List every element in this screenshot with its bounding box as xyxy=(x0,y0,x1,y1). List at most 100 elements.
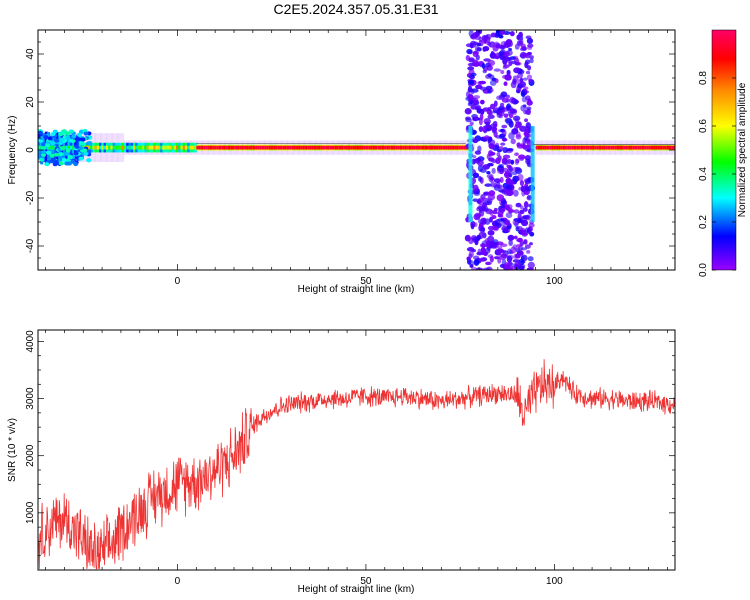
heatmap-cell xyxy=(474,35,481,41)
heatmap-cell xyxy=(480,247,486,254)
heatmap-cell xyxy=(519,179,525,187)
heatmap-cell xyxy=(354,145,358,150)
heatmap-cell xyxy=(523,86,529,90)
heatmap-cell xyxy=(368,145,372,150)
heatmap-cell xyxy=(327,145,331,150)
heatmap-cell xyxy=(487,162,494,167)
heatmap-cell xyxy=(544,145,548,150)
heatmap-cell xyxy=(495,30,501,37)
heatmap-cell xyxy=(521,52,529,57)
colorbar-ticks: 0.0 0.2 0.4 0.6 0.8 xyxy=(698,71,736,277)
heatmap-cell xyxy=(513,235,518,240)
heatmap-cell xyxy=(130,145,134,150)
heatmap-cell xyxy=(489,143,496,150)
heatmap-cell xyxy=(449,145,453,150)
heatmap-cell xyxy=(483,58,491,62)
heatmap-cell xyxy=(252,145,256,150)
heatmap-cell xyxy=(580,145,584,150)
heatmap-cell xyxy=(510,81,517,89)
heatmap-cell xyxy=(325,145,329,150)
heatmap-cell xyxy=(221,145,225,150)
heatmap-cell xyxy=(477,81,483,86)
heatmap-cell xyxy=(198,145,202,150)
heatmap-cell xyxy=(404,145,408,150)
heatmap-cell xyxy=(513,99,519,105)
heatmap-cell xyxy=(216,145,220,150)
heatmap-cell xyxy=(488,190,496,197)
heatmap-cell xyxy=(422,145,426,150)
heatmap-cell xyxy=(500,142,506,146)
heatmap-cell xyxy=(466,48,473,55)
heatmap-cell xyxy=(496,152,501,157)
heatmap-cell xyxy=(207,145,211,150)
colorbar-tick-label: 0.8 xyxy=(698,71,709,85)
heatmap-cell xyxy=(486,125,491,129)
heatmap-cell xyxy=(521,189,526,197)
heatmap-cell xyxy=(511,128,519,135)
heatmap-cell xyxy=(101,145,105,150)
heatmap-cell xyxy=(352,145,356,150)
heatmap-cell xyxy=(475,30,481,37)
heatmap-cell xyxy=(132,145,136,150)
heatmap-cell xyxy=(469,121,474,126)
heatmap-cell xyxy=(508,61,513,67)
heatmap-cell xyxy=(673,145,675,150)
heatmap-cell xyxy=(482,125,487,133)
heatmap-cell xyxy=(476,42,482,47)
heatmap-cell xyxy=(332,145,335,150)
heatmap-cell xyxy=(526,51,533,56)
heatmap-cell xyxy=(473,158,481,164)
heatmap-cell xyxy=(513,209,520,214)
colorbar-gradient xyxy=(712,30,736,270)
heatmap-cell xyxy=(289,145,293,150)
heatmap-cell xyxy=(567,145,571,150)
heatmap-cell xyxy=(535,145,539,150)
heatmap-cell xyxy=(498,109,505,117)
heatmap-cell xyxy=(512,115,521,121)
heatmap-cell xyxy=(164,145,168,150)
heatmap-cell xyxy=(486,109,493,115)
heatmap-cell xyxy=(76,132,82,137)
heatmap-cell xyxy=(486,200,492,206)
spectrogram-xlabel: Height of straight line (km) xyxy=(298,284,415,295)
heatmap-cell xyxy=(302,145,306,150)
heatmap-cell xyxy=(509,31,515,37)
heatmap-cell xyxy=(501,124,508,129)
heatmap-cell xyxy=(527,256,534,262)
heatmap-cell xyxy=(395,145,399,150)
heatmap-cell xyxy=(468,58,475,63)
heatmap-cell xyxy=(78,146,84,151)
heatmap-cell xyxy=(212,145,216,150)
heatmap-cell xyxy=(632,145,636,150)
heatmap-cell xyxy=(76,137,82,142)
heatmap-cell xyxy=(334,145,338,150)
heatmap-cell xyxy=(504,74,512,81)
heatmap-cell xyxy=(71,134,77,139)
heatmap-cell xyxy=(508,132,515,140)
heatmap-cell xyxy=(578,145,582,150)
heatmap-cell xyxy=(508,165,513,172)
heatmap-cell xyxy=(504,204,510,211)
heatmap-cell xyxy=(487,106,492,112)
heatmap-cell xyxy=(540,145,544,150)
heatmap-cell xyxy=(508,47,512,51)
heatmap-cell xyxy=(503,81,508,87)
heatmap-cell xyxy=(123,145,127,150)
heatmap-cell xyxy=(646,145,650,150)
heatmap-cell xyxy=(39,157,45,162)
heatmap-cell xyxy=(630,145,634,150)
heatmap-cell xyxy=(65,145,69,150)
heatmap-cell xyxy=(151,145,155,150)
heatmap-cell xyxy=(573,145,577,150)
heatmap-cell xyxy=(603,145,607,150)
snr-frame xyxy=(37,329,676,571)
heatmap-cell xyxy=(218,145,222,150)
heatmap-cell xyxy=(295,145,299,150)
heatmap-cell xyxy=(514,152,519,157)
heatmap-cell xyxy=(470,72,477,77)
heatmap-cell xyxy=(259,145,263,150)
heatmap-cell xyxy=(65,135,71,140)
heatmap-cell xyxy=(94,145,98,150)
heatmap-cell xyxy=(501,129,507,137)
heatmap-cell xyxy=(399,145,403,150)
